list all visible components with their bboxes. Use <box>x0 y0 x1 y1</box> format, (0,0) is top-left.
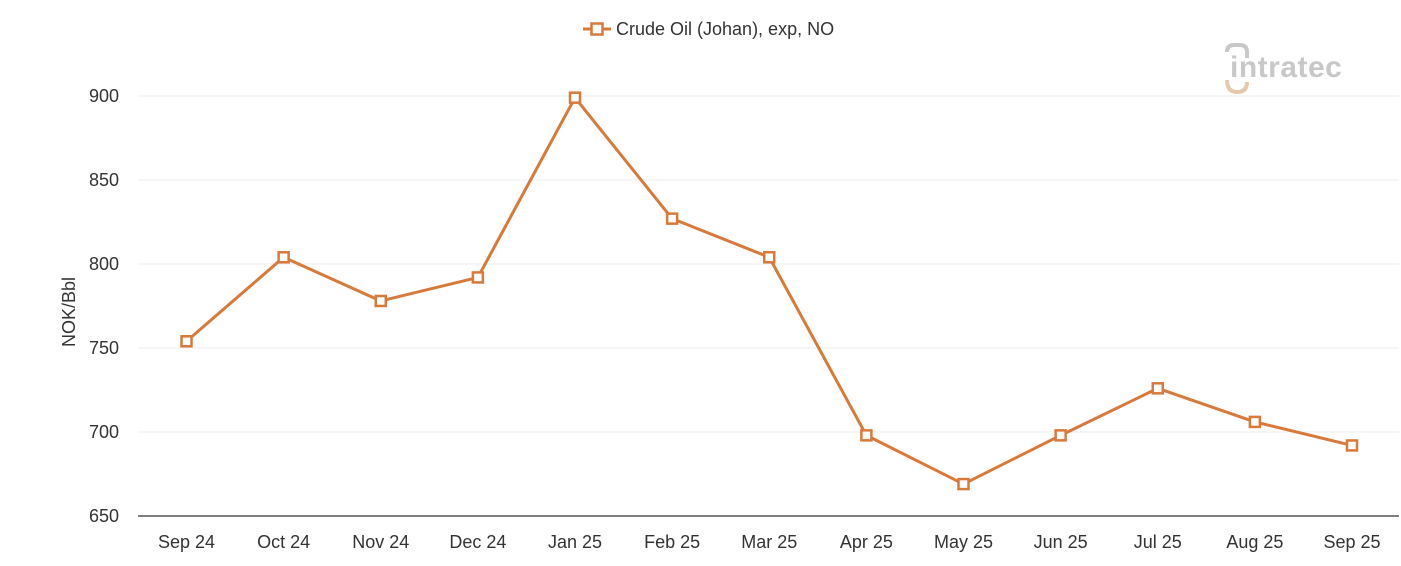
y-tick-label: 850 <box>89 170 119 190</box>
x-tick-labels: Sep 24 Oct 24 Nov 24 Dec 24 Jan 25 Feb 25 Mar … <box>158 532 1381 552</box>
legend[interactable]: Crude Oil (Johan), exp, NO <box>583 19 834 39</box>
x-tick-label: Apr 25 <box>840 532 893 552</box>
intratec-logo: intratec <box>1225 43 1342 95</box>
data-point[interactable] <box>1248 415 1262 429</box>
legend-marker <box>590 22 604 36</box>
y-tick-label: 900 <box>89 86 119 106</box>
data-point[interactable] <box>568 91 582 104</box>
data-point[interactable] <box>471 271 485 284</box>
data-point[interactable] <box>860 429 873 442</box>
x-tick-label: Mar 25 <box>741 532 797 552</box>
data-point[interactable] <box>957 477 970 491</box>
series-line <box>185 96 1353 486</box>
x-tick-label: Oct 24 <box>257 532 310 552</box>
data-point[interactable] <box>180 335 193 348</box>
x-tick-label: Dec 24 <box>449 532 506 552</box>
x-tick-label: Feb 25 <box>644 532 700 552</box>
y-tick-label: 750 <box>89 338 119 358</box>
series-layer <box>180 91 1359 491</box>
logo-text: intratec <box>1230 51 1342 84</box>
data-point[interactable] <box>277 251 290 264</box>
x-tick-label: Jul 25 <box>1134 532 1182 552</box>
x-tick-label: Sep 24 <box>158 532 215 552</box>
data-point[interactable] <box>1054 429 1067 442</box>
data-point[interactable] <box>374 294 387 308</box>
y-tick-label: 650 <box>89 506 119 526</box>
data-point[interactable] <box>1151 382 1164 395</box>
y-tick-labels: 650 700 750 800 850 900 <box>89 86 119 526</box>
x-tick-label: Jun 25 <box>1034 532 1088 552</box>
x-tick-label: Sep 25 <box>1323 532 1380 552</box>
logo-mark-accent <box>1225 79 1249 95</box>
x-tick-label: Aug 25 <box>1226 532 1283 552</box>
data-point[interactable] <box>763 251 776 264</box>
x-tick-label: May 25 <box>934 532 993 552</box>
logo-mark <box>1225 43 1249 58</box>
legend-label: Crude Oil (Johan), exp, NO <box>616 19 834 39</box>
data-point[interactable] <box>1345 439 1359 452</box>
y-tick-label: 700 <box>89 422 119 442</box>
y-axis-title: NOK/Bbl <box>59 277 79 347</box>
grid-layer <box>138 95 1399 433</box>
data-point[interactable] <box>665 212 679 225</box>
y-tick-label: 800 <box>89 254 119 274</box>
x-tick-label: Jan 25 <box>548 532 602 552</box>
x-tick-label: Nov 24 <box>352 532 409 552</box>
